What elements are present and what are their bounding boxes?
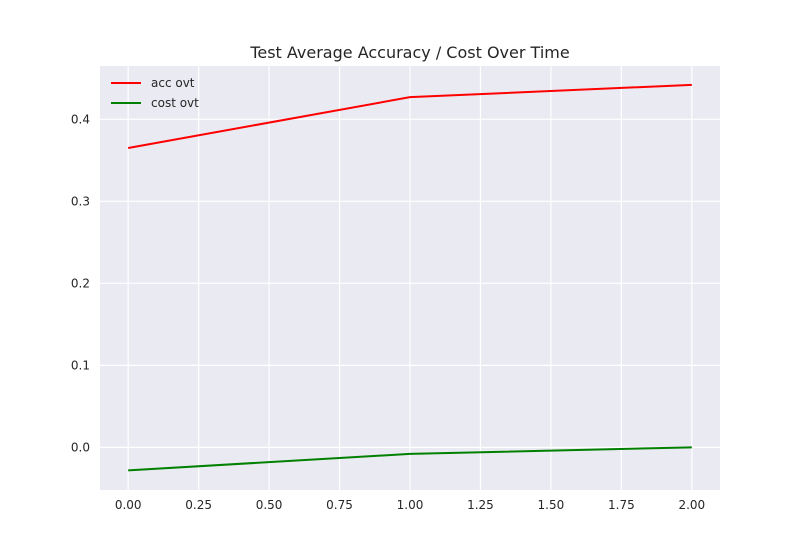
x-tick-label: 1.50 [538,498,565,512]
chart-title: Test Average Accuracy / Cost Over Time [249,43,569,62]
x-axis-ticks: 0.00 0.25 0.50 0.75 1.00 1.25 1.50 1.75 2.00 [115,498,705,512]
legend: acc ovt cost ovt [111,76,199,110]
y-axis-ticks: 0.0 0.1 0.2 0.3 0.4 [71,112,90,454]
y-tick-label: 0.4 [71,112,90,126]
y-tick-label: 0.3 [71,194,90,208]
y-tick-label: 0.0 [71,440,90,454]
x-tick-label: 0.75 [326,498,353,512]
x-tick-label: 1.00 [397,498,424,512]
x-tick-label: 2.00 [678,498,705,512]
y-tick-label: 0.1 [71,358,90,372]
x-tick-label: 0.50 [256,498,283,512]
x-tick-label: 1.75 [608,498,635,512]
x-tick-label: 0.00 [115,498,142,512]
x-tick-label: 1.25 [467,498,494,512]
series-line-acc-ovt [128,83,692,149]
series-line-cost-ovt [128,446,692,472]
grid [100,66,720,490]
y-tick-label: 0.2 [71,276,90,290]
legend-label: cost ovt [151,96,199,110]
legend-label: acc ovt [151,76,195,90]
series-layer [128,83,692,472]
x-tick-label: 0.25 [185,498,212,512]
